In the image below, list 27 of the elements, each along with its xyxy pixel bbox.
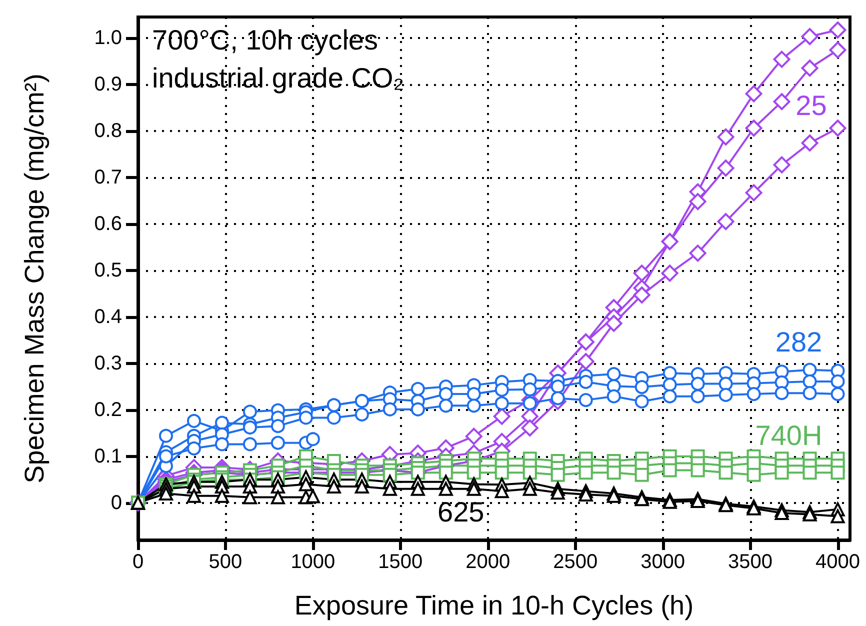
y-tick-label: 0.4 [94, 306, 122, 328]
x-tick-label: 3000 [640, 551, 686, 573]
y-tick-label: 0.2 [94, 398, 122, 421]
series-label: 25 [796, 90, 827, 122]
y-tick-label: 0.7 [94, 166, 122, 188]
x-tick-label: 1500 [378, 551, 423, 573]
series-label: 625 [438, 496, 484, 528]
y-tick-label: 0.5 [94, 259, 122, 282]
x-tick-label: 1000 [290, 551, 336, 573]
y-tick-label: 0 [110, 492, 122, 514]
x-tick-label: 4000 [816, 551, 860, 573]
series-label: 740H [755, 420, 822, 452]
y-tick-label: 0.8 [94, 120, 122, 142]
y-tick-label: 0.1 [94, 445, 122, 468]
y-tick-label: 0.3 [94, 352, 122, 374]
x-tick-label: 3500 [728, 551, 773, 573]
x-tick-label: 2000 [466, 551, 510, 573]
annotation: 700°C, 10h cycles [152, 24, 378, 56]
y-tick-label: 1.0 [94, 26, 122, 49]
x-tick-label: 2500 [553, 551, 598, 573]
y-axis-title: Specimen Mass Change (mg/cm²) [20, 74, 50, 484]
series-label: 282 [775, 326, 822, 358]
y-tick-label: 0.9 [94, 73, 122, 96]
x-tick-label: 500 [208, 551, 242, 573]
x-tick-label: 0 [132, 551, 144, 573]
x-axis-title: Exposure Time in 10-h Cycles (h) [294, 590, 694, 620]
y-tick-label: 0.6 [94, 212, 122, 235]
